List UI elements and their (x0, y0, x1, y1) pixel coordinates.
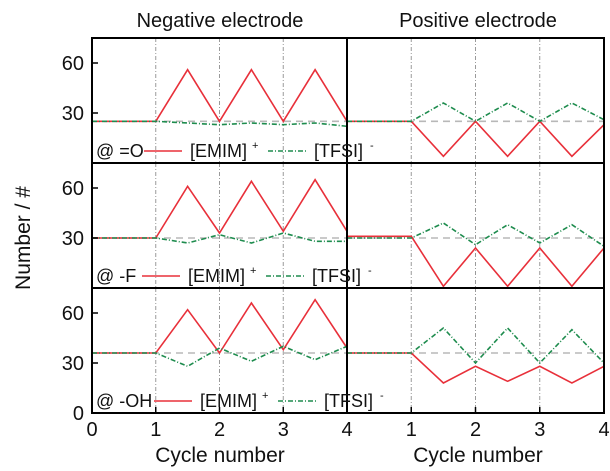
y-tick-label: 60 (62, 303, 84, 325)
x-axis-label-right: Cycle number (413, 444, 543, 467)
x-tick-label: 2 (214, 419, 225, 441)
panel-label: @ =O (96, 141, 144, 161)
series-tfsi-positive-panel-1 (347, 102, 605, 123)
series-tfsi-positive-panel-2 (347, 222, 605, 247)
title-negative-electrode: Negative electrode (137, 10, 304, 32)
series-emim-negative-panel-2 (92, 178, 348, 239)
series-emim-positive-panel-3 (347, 352, 605, 384)
y-tick-label: 60 (62, 53, 84, 75)
legend-label-emim: [EMIM] (200, 391, 257, 411)
y-tick-label: 60 (62, 178, 84, 200)
series-tfsi-negative-panel-2 (92, 232, 347, 244)
y-tick-label: 30 (62, 228, 84, 250)
legend-sup-tfsi: - (368, 265, 372, 277)
legend-label-emim: [EMIM] (188, 266, 245, 286)
x-axis-label-left: Cycle number (155, 444, 285, 467)
legend-sup-tfsi: - (380, 390, 384, 402)
series-emim-negative-panel-3 (92, 298, 348, 355)
y-axis-label: Number / # (12, 186, 35, 290)
legend-label-emim: [EMIM] (190, 141, 247, 161)
legend-sup-tfsi: - (370, 140, 374, 152)
legend-label-tfsi: [TFSI] (314, 141, 363, 161)
title-positive-electrode: Positive electrode (399, 10, 557, 32)
legend-label-tfsi: [TFSI] (324, 391, 373, 411)
x-tick-label: 4 (341, 419, 352, 441)
panel-label: @ -F (96, 266, 136, 286)
x-tick-label: 2 (470, 419, 481, 441)
x-tick-label: 1 (406, 419, 417, 441)
x-tick-label: 3 (534, 419, 545, 441)
series-tfsi-negative-panel-1 (92, 120, 348, 128)
series-emim-negative-panel-1 (92, 68, 348, 123)
panel-label: @ -OH (96, 391, 152, 411)
y-tick-label: 30 (62, 353, 84, 375)
x-tick-label: 3 (278, 419, 289, 441)
series-emim-positive-panel-2 (347, 235, 605, 288)
x-tick-label: 1 (150, 419, 161, 441)
series-tfsi-positive-panel-3 (347, 326, 605, 365)
legend-sup-emim: + (252, 140, 258, 152)
y-tick-label: 30 (62, 103, 84, 125)
x-tick-label: 0 (86, 419, 97, 441)
series-tfsi-negative-panel-3 (92, 345, 348, 368)
y-tick-label: 0 (73, 403, 84, 425)
series-emim-positive-panel-1 (347, 120, 605, 158)
legend-sup-emim: + (250, 265, 256, 277)
legend-label-tfsi: [TFSI] (312, 266, 361, 286)
legend-sup-emim: + (262, 390, 268, 402)
x-tick-label: 4 (598, 419, 609, 441)
